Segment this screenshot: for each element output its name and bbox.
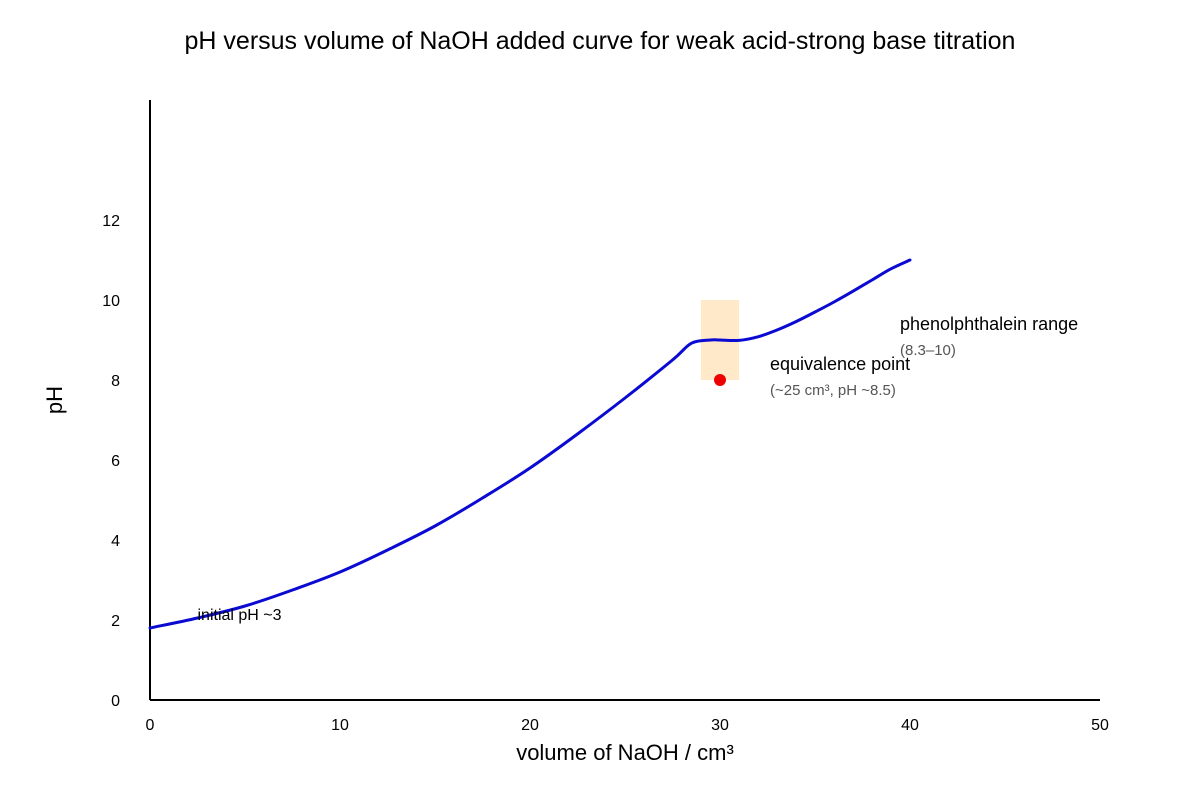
y-tick-labels: 0 2 4 6 8 10 12: [102, 213, 120, 710]
indicator-band-sublabel: (8.3–10): [900, 342, 956, 359]
x-axis-title: volume of NaOH / cm³: [516, 740, 734, 765]
x-tick-label: 40: [901, 717, 919, 734]
y-tick-label: 12: [102, 213, 120, 230]
equivalence-point-marker: [714, 374, 726, 386]
indicator-band-label: phenolphthalein range: [900, 314, 1078, 334]
x-tick-label: 30: [711, 717, 729, 734]
x-tick-label: 0: [146, 717, 155, 734]
y-tick-label: 2: [111, 613, 120, 630]
initial-ph-annotation: initial pH ~3: [198, 607, 282, 624]
y-tick-label: 4: [111, 533, 120, 550]
x-tick-label: 50: [1091, 717, 1109, 734]
y-tick-label: 6: [111, 453, 120, 470]
y-tick-label: 0: [111, 693, 120, 710]
y-tick-label: 10: [102, 293, 120, 310]
series-layer: [148, 258, 912, 630]
y-tick-label: 8: [111, 373, 120, 390]
x-tick-label: 10: [331, 717, 349, 734]
equivalence-point-sublabel: (~25 cm³, pH ~8.5): [770, 382, 896, 399]
marker-layer: [714, 374, 726, 386]
chart-title: pH versus volume of NaOH added curve for…: [185, 27, 1016, 55]
titration-curve: [148, 258, 912, 630]
equivalence-point-label: equivalence point: [770, 354, 910, 374]
x-tick-labels: 0 10 20 30 40 50: [146, 717, 1109, 734]
y-axis-title: pH: [42, 386, 67, 414]
x-tick-label: 20: [521, 717, 539, 734]
